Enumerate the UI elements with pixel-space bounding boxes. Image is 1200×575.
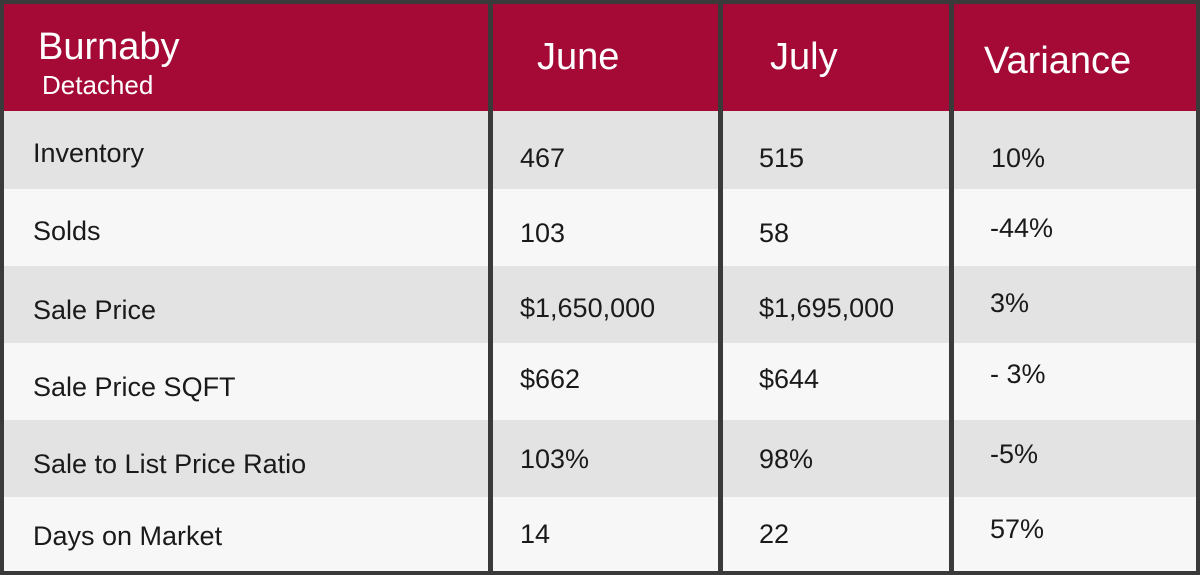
variance-value: 10% [991,143,1046,173]
column-header-june: June [537,36,620,78]
table-row-label: Inventory [4,111,488,189]
row-label: Sale to List Price Ratio [33,449,307,479]
june-value: 103 [520,218,566,248]
header-cell-region: Burnaby Detached [4,4,488,111]
table-cell-variance: 3% [954,266,1196,343]
july-value: $644 [759,364,820,394]
table-cell-variance: 10% [954,111,1196,189]
row-label: Solds [33,216,101,246]
row-label: Sale Price [33,295,157,325]
july-value: $1,695,000 [759,293,895,323]
july-value: 22 [759,519,790,549]
june-value: 467 [520,143,566,173]
header-cell-variance: Variance [954,4,1196,111]
variance-value: - 3% [990,359,1046,389]
june-value: $1,650,000 [520,293,656,323]
column-header-variance: Variance [984,40,1132,82]
table-cell-variance: 57% [954,497,1196,571]
property-type-subtitle: Detached [42,70,154,100]
table-cell-june: $662 [493,343,718,420]
table-cell-variance: -44% [954,189,1196,266]
table-cell-july: 98% [723,420,949,497]
table-row-label: Sale to List Price Ratio [4,420,488,497]
table-cell-june: $1,650,000 [493,266,718,343]
table-cell-june: 467 [493,111,718,189]
table-cell-june: 103% [493,420,718,497]
column-header-july: July [770,36,838,78]
june-value: $662 [520,364,581,394]
table-cell-july: $644 [723,343,949,420]
table-cell-variance: -5% [954,420,1196,497]
header-cell-july: July [723,4,949,111]
variance-value: -44% [990,213,1054,243]
table-cell-june: 103 [493,189,718,266]
table-cell-variance: - 3% [954,343,1196,420]
variance-value: 3% [990,288,1030,318]
header-cell-june: June [493,4,718,111]
row-label: Inventory [33,138,145,168]
table-cell-july: 515 [723,111,949,189]
table-row-label: Sale Price SQFT [4,343,488,420]
table-row-label: Sale Price [4,266,488,343]
table-cell-june: 14 [493,497,718,571]
region-title: Burnaby [38,26,180,68]
table-row-label: Solds [4,189,488,266]
row-label: Days on Market [33,521,223,551]
june-value: 103% [520,444,590,474]
table-row-label: Days on Market [4,497,488,571]
table-cell-july: 58 [723,189,949,266]
july-value: 58 [759,218,790,248]
july-value: 515 [759,143,805,173]
variance-value: 57% [990,514,1045,544]
row-label: Sale Price SQFT [33,372,236,402]
table-cell-july: $1,695,000 [723,266,949,343]
july-value: 98% [759,444,814,474]
table-cell-july: 22 [723,497,949,571]
june-value: 14 [520,519,551,549]
variance-value: -5% [990,439,1039,469]
